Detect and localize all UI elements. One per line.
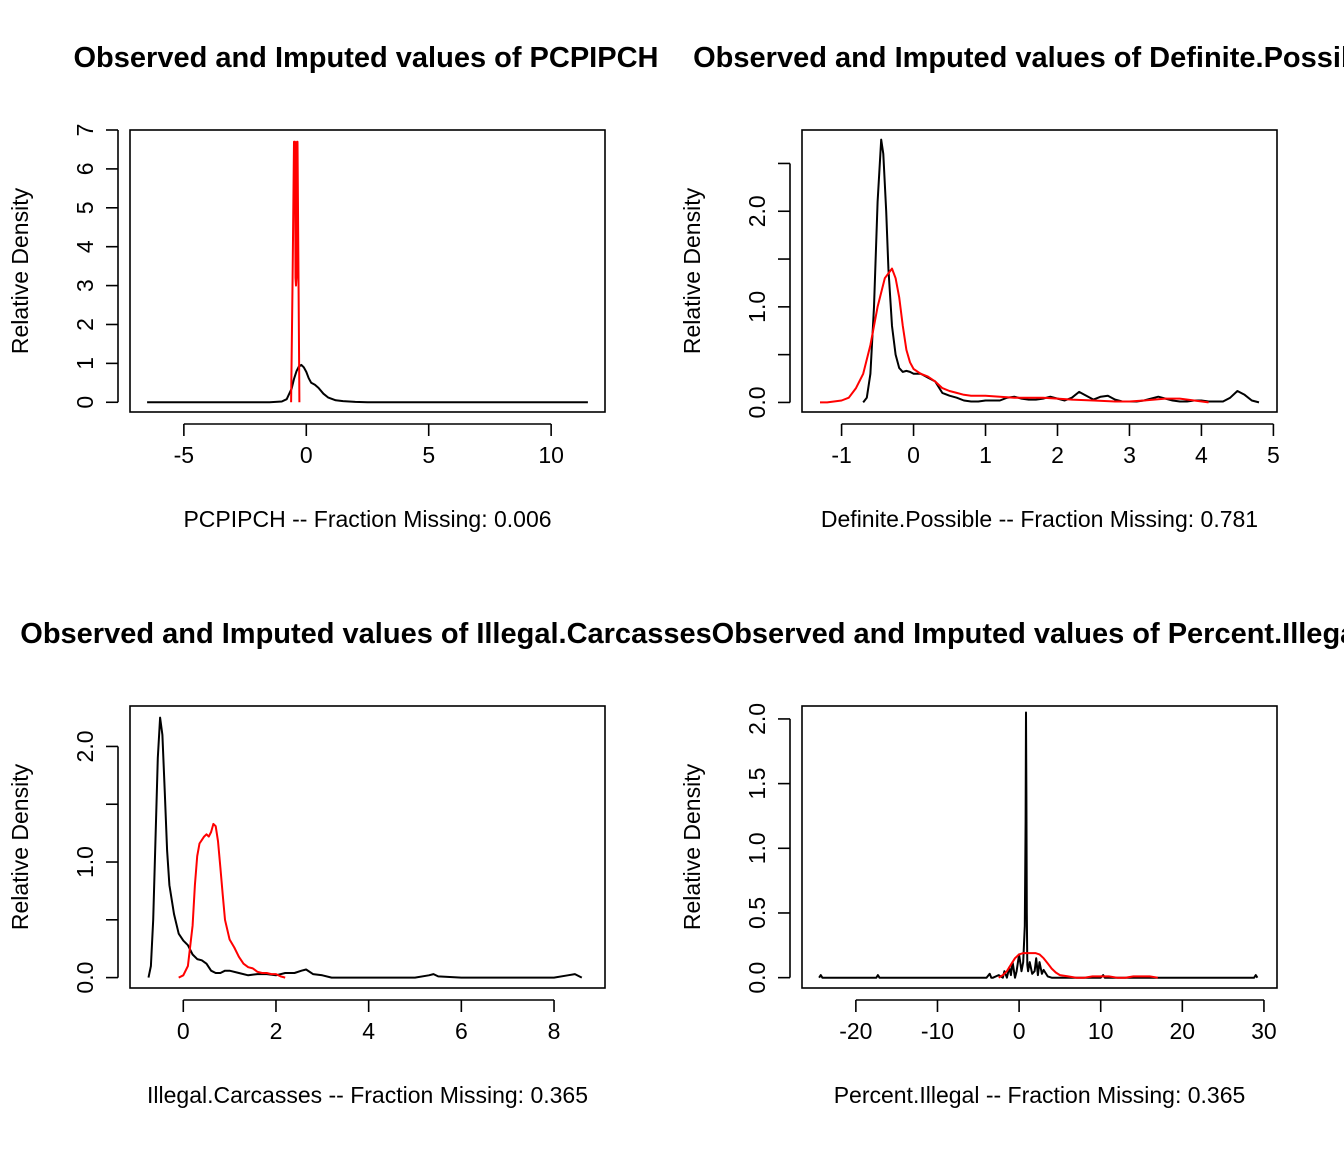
x-tick-label: 0 [300, 442, 313, 468]
x-tick-label: 10 [1088, 1018, 1114, 1044]
y-tick-label: 2 [72, 318, 98, 331]
y-tick-label: 2.0 [72, 730, 98, 762]
y-tick-label: 2.0 [744, 195, 770, 227]
y-tick-label: 5 [72, 201, 98, 214]
x-tick-label: -1 [831, 442, 851, 468]
x-tick-label: 8 [548, 1018, 561, 1044]
y-tick-label: 0.0 [72, 962, 98, 994]
x-tick-label: 5 [422, 442, 435, 468]
x-tick-label: 0 [907, 442, 920, 468]
x-axis-label: Illegal.Carcasses -- Fraction Missing: 0… [147, 1082, 588, 1108]
x-tick-label: 2 [1051, 442, 1064, 468]
plot-frame [129, 705, 606, 989]
x-tick-label: 3 [1123, 442, 1136, 468]
x-axis-label: Definite.Possible -- Fraction Missing: 0… [821, 506, 1258, 532]
y-tick-label: 6 [72, 162, 98, 175]
plot-frame [129, 129, 606, 413]
x-tick-label: 6 [455, 1018, 468, 1044]
panel-4: Observed and Imputed values of Percent.I… [679, 618, 1344, 1108]
x-tick-label: 0 [177, 1018, 190, 1044]
panel-title: Observed and Imputed values of Definite.… [693, 42, 1344, 74]
y-axis-label: Relative Density [679, 763, 705, 930]
y-tick-label: 1.0 [72, 846, 98, 878]
plot-frame [801, 129, 1278, 413]
y-tick-label: 4 [72, 240, 98, 253]
imputed-density-line [820, 267, 1209, 404]
y-tick-label: 1.0 [744, 291, 770, 323]
panel-title: Observed and Imputed values of Percent.I… [712, 618, 1344, 650]
x-tick-label: -5 [174, 442, 194, 468]
y-axis-label: Relative Density [7, 763, 33, 930]
y-tick-label: 0 [72, 396, 98, 409]
x-tick-label: 4 [362, 1018, 375, 1044]
y-axis-label: Relative Density [7, 187, 33, 354]
observed-density-line [818, 711, 1259, 979]
x-tick-label: 0 [1013, 1018, 1026, 1044]
panel-3: Observed and Imputed values of Illegal.C… [7, 618, 712, 1108]
x-tick-label: 5 [1267, 442, 1280, 468]
panel-title: Observed and Imputed values of PCPIPCH [74, 42, 659, 74]
y-tick-label: 2.0 [744, 703, 770, 735]
y-tick-label: 1.0 [744, 832, 770, 864]
x-axis-label: Percent.Illegal -- Fraction Missing: 0.3… [834, 1082, 1246, 1108]
panel-1: Observed and Imputed values of PCPIPCH -5… [7, 42, 658, 532]
x-axis-label: PCPIPCH -- Fraction Missing: 0.006 [183, 506, 551, 532]
observed-density-line [862, 138, 1260, 404]
y-axis-label: Relative Density [679, 187, 705, 354]
observed-density-line [147, 363, 588, 404]
y-tick-label: 0.0 [744, 386, 770, 418]
y-tick-label: 0.5 [744, 897, 770, 929]
observed-density-line [147, 716, 583, 979]
y-tick-label: 0.0 [744, 962, 770, 994]
panel-2: Observed and Imputed values of Definite.… [679, 42, 1344, 532]
y-tick-label: 7 [72, 124, 98, 137]
plot-frame [801, 705, 1278, 989]
y-tick-label: 1 [72, 357, 98, 370]
x-tick-label: 2 [270, 1018, 283, 1044]
y-tick-label: 3 [72, 279, 98, 292]
y-tick-label: 1.5 [744, 768, 770, 800]
panel-title: Observed and Imputed values of Illegal.C… [20, 618, 711, 650]
imputed-density-line [290, 140, 301, 403]
imputed-density-line [178, 822, 286, 979]
x-tick-label: -10 [921, 1018, 954, 1044]
x-tick-label: 30 [1251, 1018, 1277, 1044]
imputed-density-line [998, 952, 1158, 979]
x-tick-label: -20 [839, 1018, 872, 1044]
x-tick-label: 20 [1170, 1018, 1196, 1044]
x-tick-label: 10 [538, 442, 564, 468]
x-tick-label: 4 [1195, 442, 1208, 468]
x-tick-label: 1 [979, 442, 992, 468]
